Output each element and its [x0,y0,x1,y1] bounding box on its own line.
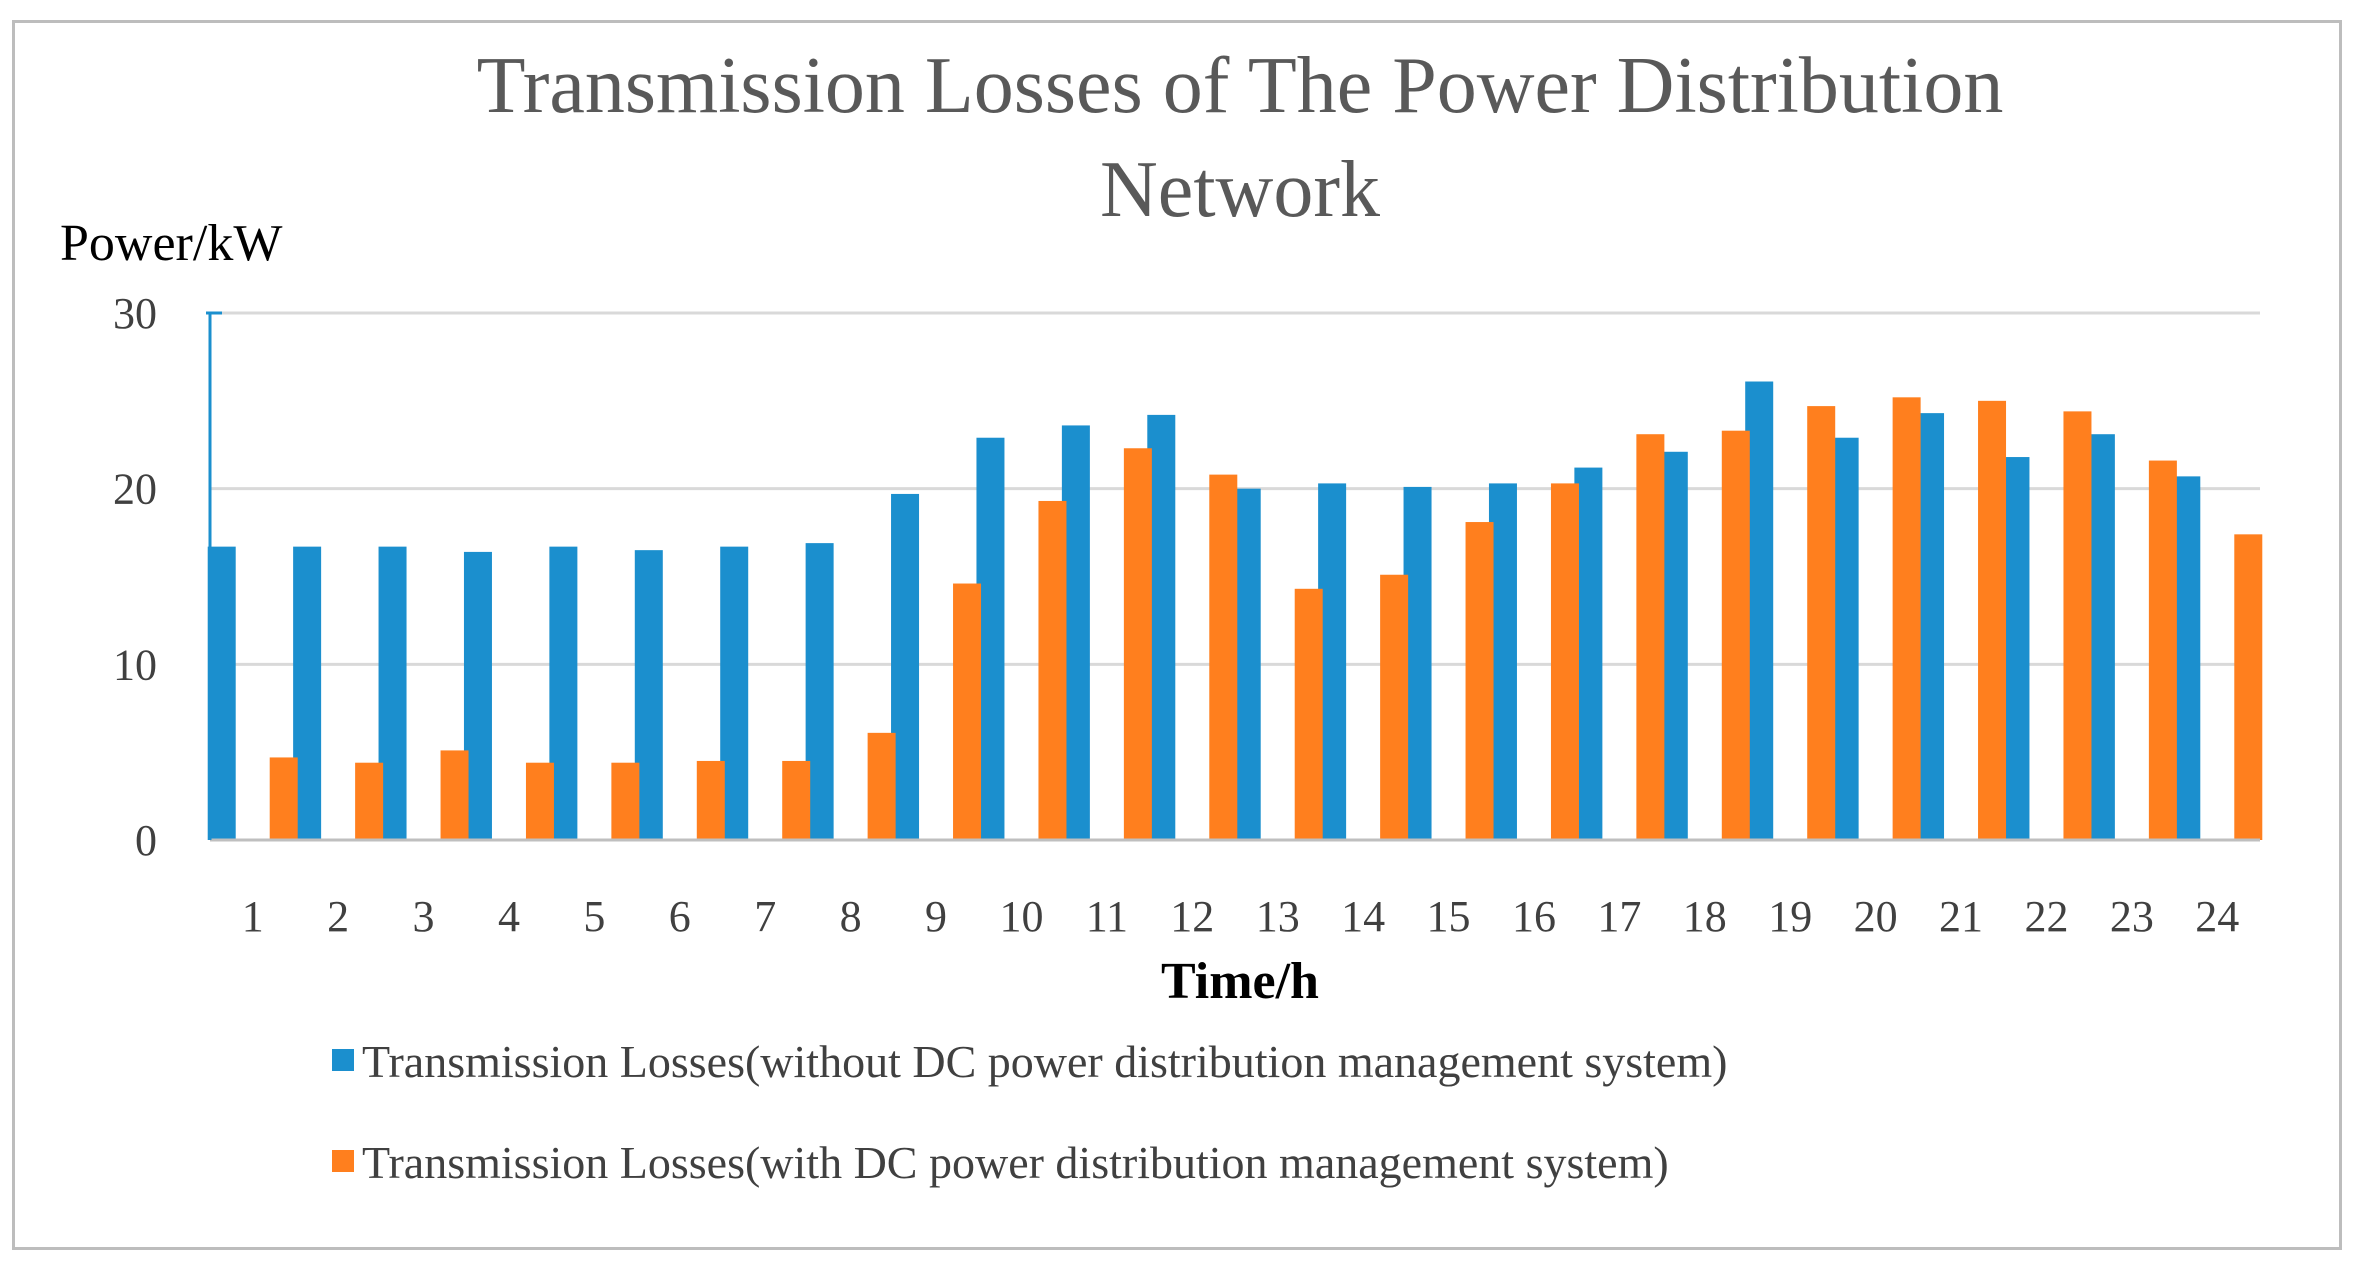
bar-s2-h8 [867,732,896,840]
x-tick-label: 8 [840,892,862,941]
bar-s2-h14 [1380,574,1409,840]
bar-s1-h5 [549,546,578,840]
x-tick-label: 3 [413,892,435,941]
bar-s2-h5 [611,762,640,840]
x-tick-label: 12 [1170,892,1214,941]
x-tick-label: 6 [669,892,691,941]
bar-s1-h7 [720,546,749,840]
bar-s1-h4 [463,551,492,840]
title-line-2: Network [1100,146,1380,234]
bar-s2-h17 [1636,434,1665,840]
bar-s2-h11 [1123,448,1152,840]
x-tick-label: 13 [1256,892,1300,941]
legend-label-without-dc: Transmission Losses(without DC power dis… [362,1036,1727,1087]
x-tick-label: 20 [1854,892,1898,941]
bar-s2-h16 [1550,483,1579,840]
legend-label-with-dc: Transmission Losses(with DC power distri… [362,1137,1669,1188]
chart-title: Transmission Losses of The Power Distrib… [477,42,2004,234]
title-line-1: Transmission Losses of The Power Distrib… [477,42,2004,130]
bar-s2-h10 [1038,500,1067,840]
x-tick-label: 2 [327,892,349,941]
bar-s1-h19 [1745,381,1774,840]
bar-s1-h20 [1830,437,1859,840]
x-tick-label: 21 [1939,892,1983,941]
x-tick-label: 10 [999,892,1043,941]
bar-s1-h9 [891,493,920,840]
bar-s1-h11 [1061,425,1090,840]
bar-s2-h22 [2063,411,2092,840]
x-tick-label: 22 [2024,892,2068,941]
bar-s2-h6 [696,760,725,840]
x-tick-label: 4 [498,892,520,941]
x-tick-label: 18 [1683,892,1727,941]
x-axis-label: Time/h [1161,953,1319,1010]
bar-s1-h24 [2172,476,2201,840]
bar-s1-h15 [1403,486,1432,840]
bar-s1-h8 [805,543,834,840]
bar-s2-h13 [1294,588,1323,840]
bar-s1-h12 [1147,414,1176,840]
bar-s1-h2 [293,546,322,840]
x-tick-label: 17 [1597,892,1641,941]
bar-s1-h13 [1232,488,1261,840]
bar-s2-h12 [1209,474,1238,840]
legend: Transmission Losses(without DC power dis… [332,1036,1727,1188]
y-tick-label: 10 [113,640,157,689]
bar-s2-h23 [2148,460,2177,840]
bar-s1-h23 [2086,434,2115,840]
bar-s2-h2 [355,762,384,840]
bar-s1-h22 [2001,457,2030,840]
legend-swatch-without-dc [332,1049,354,1071]
x-tick-label: 1 [242,892,264,941]
bar-s1-h16 [1488,483,1517,840]
y-axis-label: Power/kW [60,215,282,272]
x-tick-label: 23 [2110,892,2154,941]
x-tick-label: 11 [1086,892,1128,941]
bar-s1-h3 [378,546,407,840]
y-tick-label: 30 [113,289,157,338]
bar-s1-h14 [1318,483,1347,840]
bar-s2-h20 [1892,397,1921,840]
bar-s2-h15 [1465,522,1494,840]
bar-s2-h4 [525,762,554,840]
x-tick-label: 9 [925,892,947,941]
x-tick-label: 5 [583,892,605,941]
bar-s1-h10 [976,437,1005,840]
x-tick-label: 14 [1341,892,1385,941]
y-tick-label: 20 [113,465,157,514]
y-tick-label: 0 [135,816,157,865]
bar-s1-h1 [207,546,236,840]
bar-s1-h17 [1574,467,1603,840]
legend-swatch-with-dc [332,1150,354,1172]
bar-s1-h18 [1659,451,1688,840]
x-tick-label: 15 [1427,892,1471,941]
x-tick-label: 24 [2195,892,2239,941]
x-tick-label: 19 [1768,892,1812,941]
bar-s2-h9 [953,583,982,840]
bar-s1-h6 [634,550,663,840]
bar-s2-h24 [2234,534,2263,840]
x-tick-labels: 1 2 3 4 5 6 7 8 9 10 11 12 13 14 15 16 17 18 19 20 21 22 23 24 [242,892,2240,941]
bars [207,381,2263,840]
axes [206,311,2260,842]
bar-s2-h18 [1721,430,1750,840]
y-tick-labels: 0 10 20 30 [113,289,157,865]
x-tick-label: 16 [1512,892,1556,941]
bar-s2-h19 [1807,406,1836,840]
x-tick-label: 7 [754,892,776,941]
bar-s1-h21 [1916,413,1945,840]
bar-s2-h1 [269,757,298,840]
bar-s2-h7 [782,760,811,840]
bar-s2-h3 [440,750,469,840]
bar-s2-h21 [1978,400,2007,840]
